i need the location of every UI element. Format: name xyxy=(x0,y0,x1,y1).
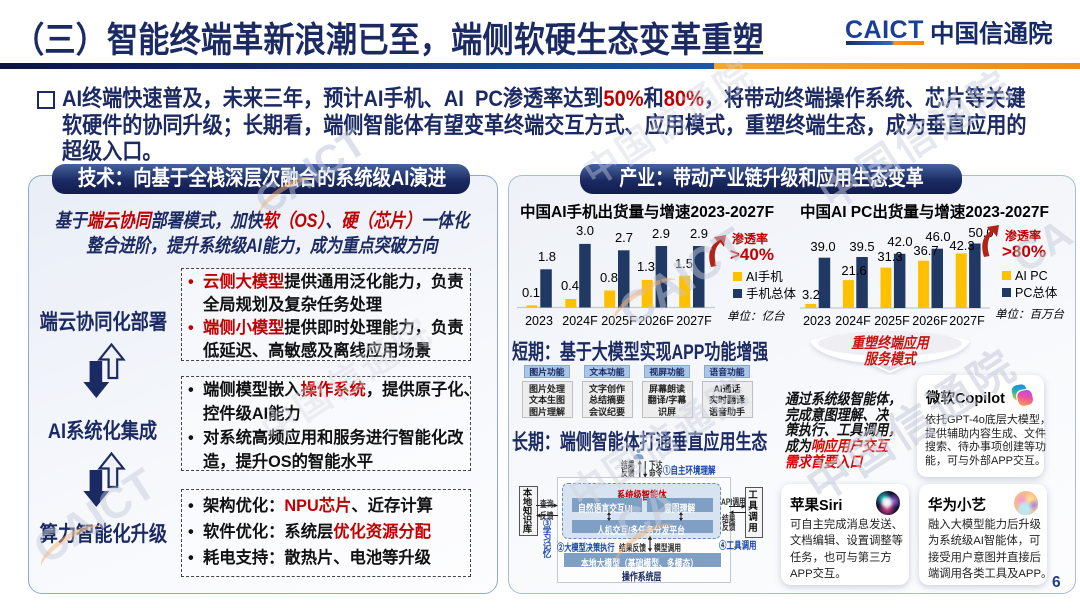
svg-text:2.9: 2.9 xyxy=(652,226,670,241)
svg-text:单位：百万台: 单位：百万台 xyxy=(995,308,1064,321)
svg-text:2025F: 2025F xyxy=(874,314,910,328)
svg-text:46.0: 46.0 xyxy=(925,229,950,244)
svg-text:2026F: 2026F xyxy=(912,314,948,328)
svg-text:>80%: >80% xyxy=(1002,242,1046,261)
svg-text:2027F: 2027F xyxy=(949,314,985,328)
svg-text:39.0: 39.0 xyxy=(810,239,835,254)
svg-text:2023: 2023 xyxy=(525,314,553,328)
svg-text:3.0: 3.0 xyxy=(576,223,594,238)
svg-text:42.3: 42.3 xyxy=(949,238,974,253)
svg-text:2026F: 2026F xyxy=(638,314,674,328)
svg-text:2025F: 2025F xyxy=(601,314,637,328)
svg-text:>40%: >40% xyxy=(730,245,774,264)
svg-text:0.4: 0.4 xyxy=(561,278,579,293)
svg-text:2024F: 2024F xyxy=(835,314,871,328)
svg-text:渗透率: 渗透率 xyxy=(732,231,768,246)
svg-text:31.3: 31.3 xyxy=(877,249,902,264)
svg-text:0.1: 0.1 xyxy=(522,285,540,300)
svg-text:1.3: 1.3 xyxy=(637,259,655,274)
svg-text:1.5: 1.5 xyxy=(675,256,693,271)
svg-text:手机总体: 手机总体 xyxy=(746,287,797,301)
svg-text:渗透率: 渗透率 xyxy=(1005,228,1041,243)
svg-text:2.9: 2.9 xyxy=(690,226,708,241)
svg-text:42.0: 42.0 xyxy=(887,234,912,249)
svg-text:2023: 2023 xyxy=(803,314,831,328)
svg-text:PC总体: PC总体 xyxy=(1015,286,1058,300)
svg-text:3.2: 3.2 xyxy=(802,287,820,302)
svg-text:36.7: 36.7 xyxy=(913,243,938,258)
svg-text:1.8: 1.8 xyxy=(538,249,556,264)
svg-text:2.7: 2.7 xyxy=(615,230,633,245)
svg-text:AI PC: AI PC xyxy=(1015,269,1048,283)
svg-text:单位：亿台: 单位：亿台 xyxy=(727,310,785,323)
svg-text:0.8: 0.8 xyxy=(600,270,618,285)
svg-text:AI手机: AI手机 xyxy=(746,270,783,284)
svg-text:21.6: 21.6 xyxy=(841,263,866,278)
svg-text:39.5: 39.5 xyxy=(849,239,874,254)
svg-text:2027F: 2027F xyxy=(676,314,712,328)
svg-text:2024F: 2024F xyxy=(562,314,598,328)
